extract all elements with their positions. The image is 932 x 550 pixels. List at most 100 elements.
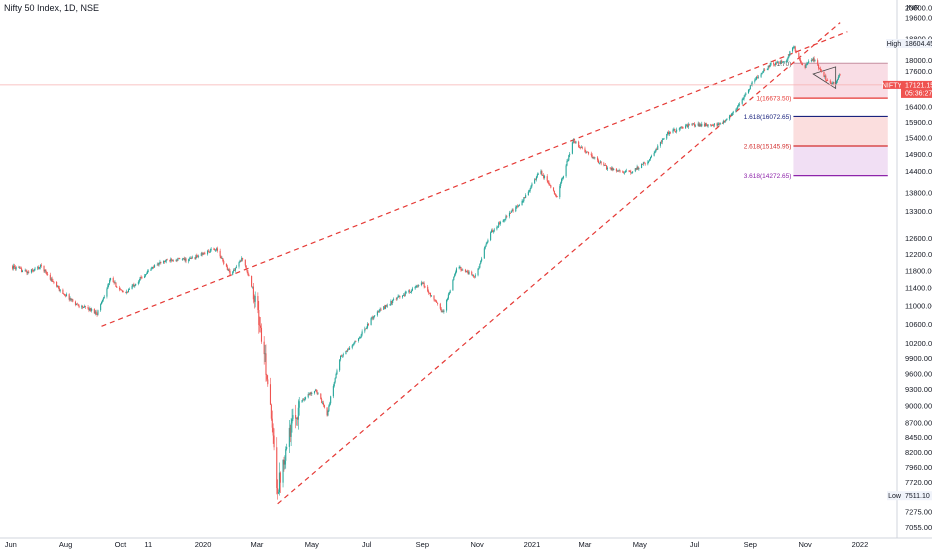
candle-body: [600, 161, 602, 164]
candle: [543, 173, 545, 180]
candle: [541, 169, 543, 176]
candle: [535, 175, 537, 182]
candle-body: [530, 185, 532, 189]
candle-body: [810, 59, 812, 62]
candle-body: [660, 141, 662, 143]
candle-body: [333, 382, 335, 387]
candle: [328, 404, 330, 412]
candle-body: [763, 69, 765, 72]
trend-line[interactable]: [277, 22, 841, 505]
candle-body: [188, 259, 190, 262]
candle: [56, 281, 58, 288]
y-tick-label: 11800.00: [905, 266, 932, 275]
candle: [30, 268, 32, 274]
candle: [270, 403, 272, 421]
candle-body: [310, 392, 312, 394]
candle-body: [594, 157, 596, 159]
candle-body: [686, 124, 688, 128]
candle-body: [138, 280, 140, 282]
candle: [785, 60, 787, 64]
candle: [465, 270, 467, 273]
candle-body: [70, 298, 72, 300]
candle: [747, 89, 750, 94]
candle: [703, 121, 706, 127]
triangle-pattern[interactable]: [812, 66, 837, 90]
candle: [163, 260, 165, 264]
candle: [477, 268, 479, 277]
candle-body: [565, 165, 567, 177]
candle: [239, 259, 241, 263]
candle: [197, 254, 199, 258]
candle-body: [667, 131, 669, 135]
candle-body: [221, 258, 223, 259]
candle-body: [517, 205, 519, 207]
candle: [352, 343, 354, 347]
candle-body: [666, 134, 668, 139]
candle-body: [296, 417, 298, 420]
candle-body: [417, 285, 419, 287]
candle: [247, 270, 249, 276]
candle: [588, 151, 590, 156]
candle: [825, 73, 827, 82]
candle-body: [616, 170, 618, 172]
candle-body: [88, 308, 90, 311]
candle-body: [568, 155, 570, 161]
trend-lines[interactable]: [101, 22, 848, 505]
x-tick-label: Oct: [115, 540, 128, 549]
candle: [811, 58, 813, 62]
candle-body: [242, 258, 244, 260]
candle-body: [623, 172, 625, 174]
x-tick-label: Jul: [690, 540, 700, 549]
fib-extension-layer[interactable]: 1(16673.50) 1.618(16072.65) 2.618(15145.95…: [744, 61, 888, 180]
candle: [643, 161, 645, 164]
candle: [266, 373, 268, 382]
candle-body: [676, 129, 678, 132]
candle: [713, 123, 715, 128]
candle-body: [747, 89, 750, 94]
candle-body: [800, 62, 803, 64]
candle-body: [553, 190, 555, 194]
candle-body: [435, 299, 437, 302]
candle: [471, 270, 473, 276]
trend-line[interactable]: [101, 31, 848, 327]
candle: [227, 268, 229, 272]
candle: [635, 168, 637, 171]
candle: [336, 368, 338, 375]
candle-body: [731, 112, 733, 115]
candle: [28, 270, 30, 274]
candle: [216, 247, 218, 252]
candle-body: [487, 240, 489, 242]
candle: [304, 396, 307, 401]
candle-body: [83, 307, 85, 309]
candle-body: [509, 212, 511, 214]
candle: [69, 296, 71, 302]
candle: [503, 219, 505, 223]
price-scale[interactable]: 20000.0019600.00 18800.00 18000.00 17600.00…: [905, 3, 932, 532]
candle: [749, 85, 751, 90]
fib-level-label: 3.618(14272.65): [744, 173, 792, 180]
candle-body: [87, 307, 89, 309]
candle-body: [556, 195, 558, 198]
candle: [637, 166, 639, 171]
candle: [201, 251, 203, 257]
candle: [408, 289, 410, 294]
candle-body: [364, 328, 366, 332]
candle: [97, 309, 99, 316]
candle-body: [207, 250, 210, 252]
candle-body: [178, 257, 180, 259]
candle-body: [729, 115, 732, 117]
candle: [121, 289, 123, 293]
candle-body: [830, 82, 832, 84]
candle: [572, 138, 574, 144]
candle-body: [410, 292, 412, 293]
candle: [253, 294, 255, 309]
candle: [33, 268, 35, 272]
candle-body: [518, 205, 520, 207]
candle-body: [492, 231, 494, 233]
candle-body: [291, 419, 293, 424]
candle: [722, 119, 724, 125]
candle: [106, 287, 108, 299]
time-scale[interactable]: Jun Aug Oct 11 2020 Mar May Jul Sep Nov 2021 Mar May…: [5, 540, 869, 549]
